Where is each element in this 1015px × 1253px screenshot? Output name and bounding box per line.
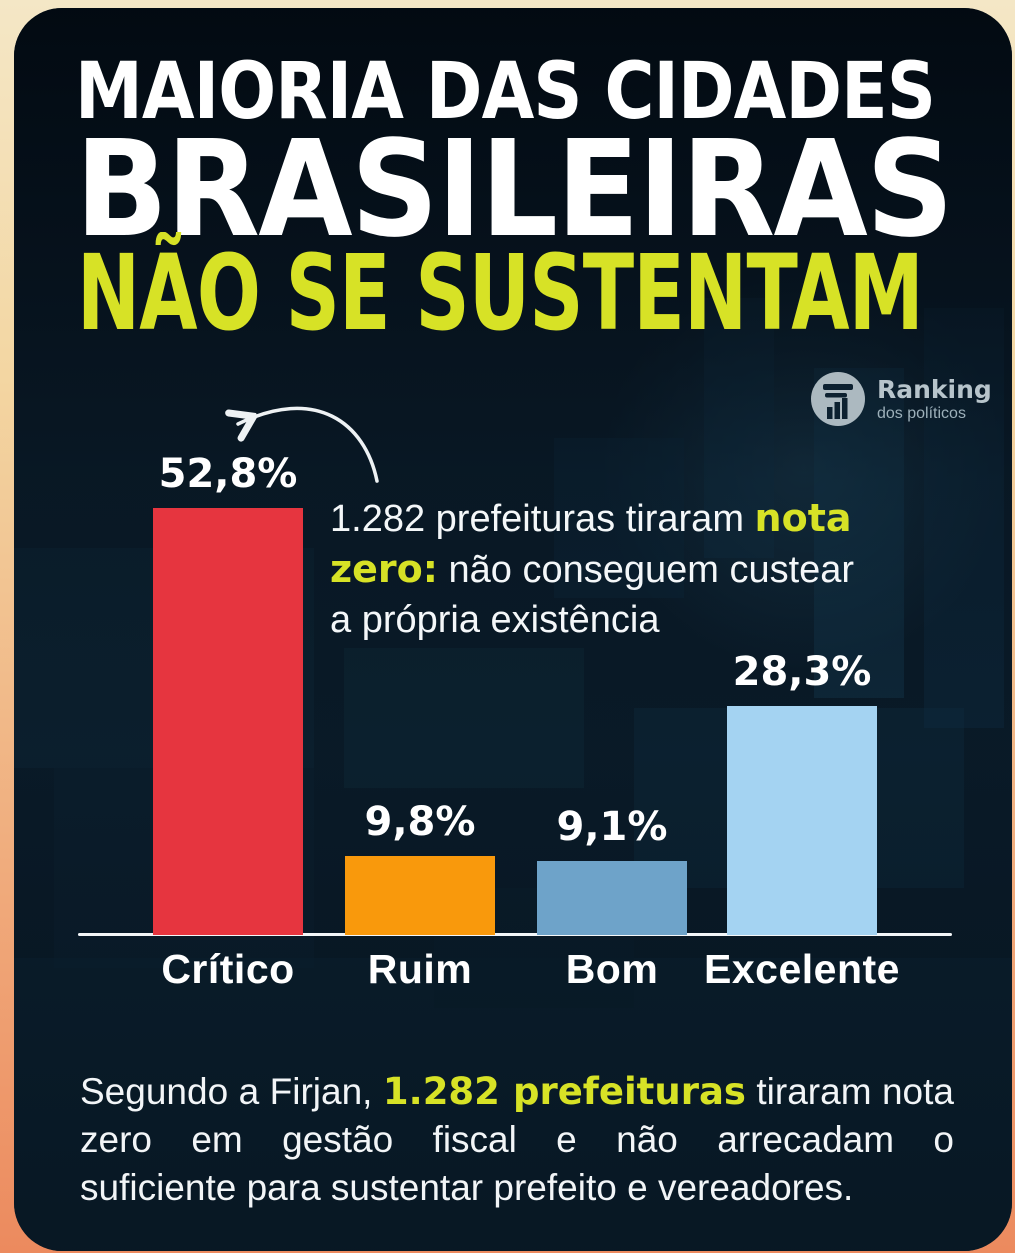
logo-subtitle: dos políticos xyxy=(877,404,966,422)
bar-ruim xyxy=(345,856,495,935)
headline-line2: BRASILEIRAS xyxy=(75,113,954,267)
ranking-dos-politicos-logo: Ranking dos políticos xyxy=(810,371,992,427)
podium-chart-icon xyxy=(811,372,865,426)
x-axis-line xyxy=(78,933,952,936)
bar-chart: 52,8% Crítico 9,8% Ruim 9,1% Bom 28,3% Excelent… xyxy=(14,8,1012,1251)
bar-value-label: 9,8% xyxy=(364,799,476,845)
footer-line1: Segundo a Firjan, 1.282 prefeituras tira… xyxy=(80,1070,954,1113)
bar-category-label: Crítico xyxy=(161,946,295,992)
bar-value-label: 52,8% xyxy=(158,451,298,497)
card: MAIORIA DAS CIDADES BRASILEIRAS NÃO SE S… xyxy=(14,8,1012,1251)
annotation-line1: 1.282 prefeituras tiraram nota xyxy=(330,496,852,540)
bar-excelente xyxy=(727,706,877,935)
bar-bom xyxy=(537,861,687,935)
headline-line1: MAIORIA DAS CIDADES xyxy=(75,47,936,137)
footer-line2: zero em gestão fiscal e não arrecadam o xyxy=(80,1119,954,1160)
bar-value-label: 9,1% xyxy=(556,804,668,850)
annotation-line3: a própria existência xyxy=(330,599,660,641)
annotation-text: 1.282 prefeituras tiraram nota zero: não… xyxy=(330,493,854,645)
footer-paragraph: Segundo a Firjan, 1.282 prefeituras tira… xyxy=(80,1068,954,1212)
logo-name: Ranking xyxy=(877,374,992,404)
annotation-highlight-zero: zero: xyxy=(330,547,438,591)
bar-category-label: Bom xyxy=(565,946,659,992)
curved-arrow-icon xyxy=(219,406,379,483)
bar-category-label: Excelente xyxy=(704,946,900,992)
bar-value-label: 28,3% xyxy=(732,649,872,695)
headline-line3: NÃO SE SUSTENTAM xyxy=(77,232,924,354)
footer-highlight: 1.282 prefeituras xyxy=(382,1070,746,1113)
bar-category-label: Ruim xyxy=(367,946,473,992)
annotation-line2: zero: não conseguem custear xyxy=(330,547,855,591)
bar-critico xyxy=(153,508,303,935)
footer-line3: suficiente para sustentar prefeito e ver… xyxy=(80,1167,854,1208)
annotation-highlight-nota: nota xyxy=(754,496,852,540)
